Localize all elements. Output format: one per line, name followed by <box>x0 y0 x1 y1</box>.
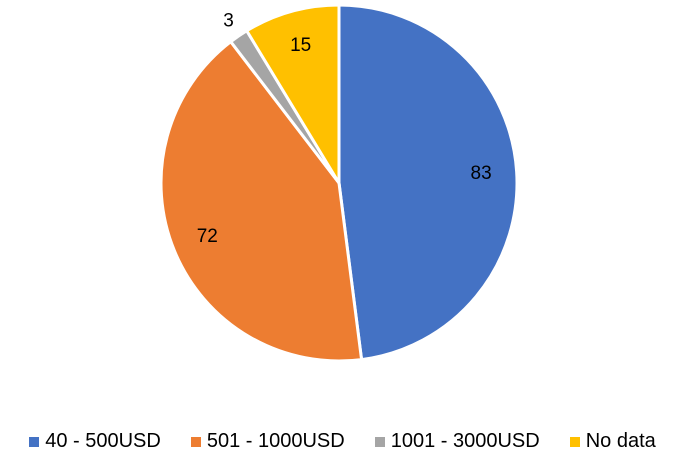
data-label: 3 <box>223 10 234 31</box>
pie-slice <box>337 3 519 362</box>
legend-item: No data <box>569 430 656 453</box>
legend-item: 501 - 1000USD <box>190 430 345 453</box>
data-label: 15 <box>290 35 311 56</box>
legend-swatch <box>569 436 580 447</box>
legend-swatch <box>190 436 201 447</box>
legend-swatch <box>29 436 40 447</box>
data-label: 83 <box>471 163 492 184</box>
pie-slice <box>244 3 341 189</box>
legend-item: 1001 - 3000USD <box>374 430 540 453</box>
pie-slice <box>159 39 364 363</box>
data-label: 72 <box>197 226 218 247</box>
legend-label: 501 - 1000USD <box>206 430 345 452</box>
legend-label: 40 - 500USD <box>45 430 161 452</box>
legend: 40 - 500USD 501 - 1000USD 1001 - 3000USD No… <box>0 430 685 453</box>
legend-swatch <box>374 436 385 447</box>
legend-label: 1001 - 3000USD <box>390 430 540 452</box>
legend-label: No data <box>585 430 656 452</box>
chart: 83 72 3 15 <box>159 3 519 363</box>
legend-item: 40 - 500USD <box>29 430 161 453</box>
